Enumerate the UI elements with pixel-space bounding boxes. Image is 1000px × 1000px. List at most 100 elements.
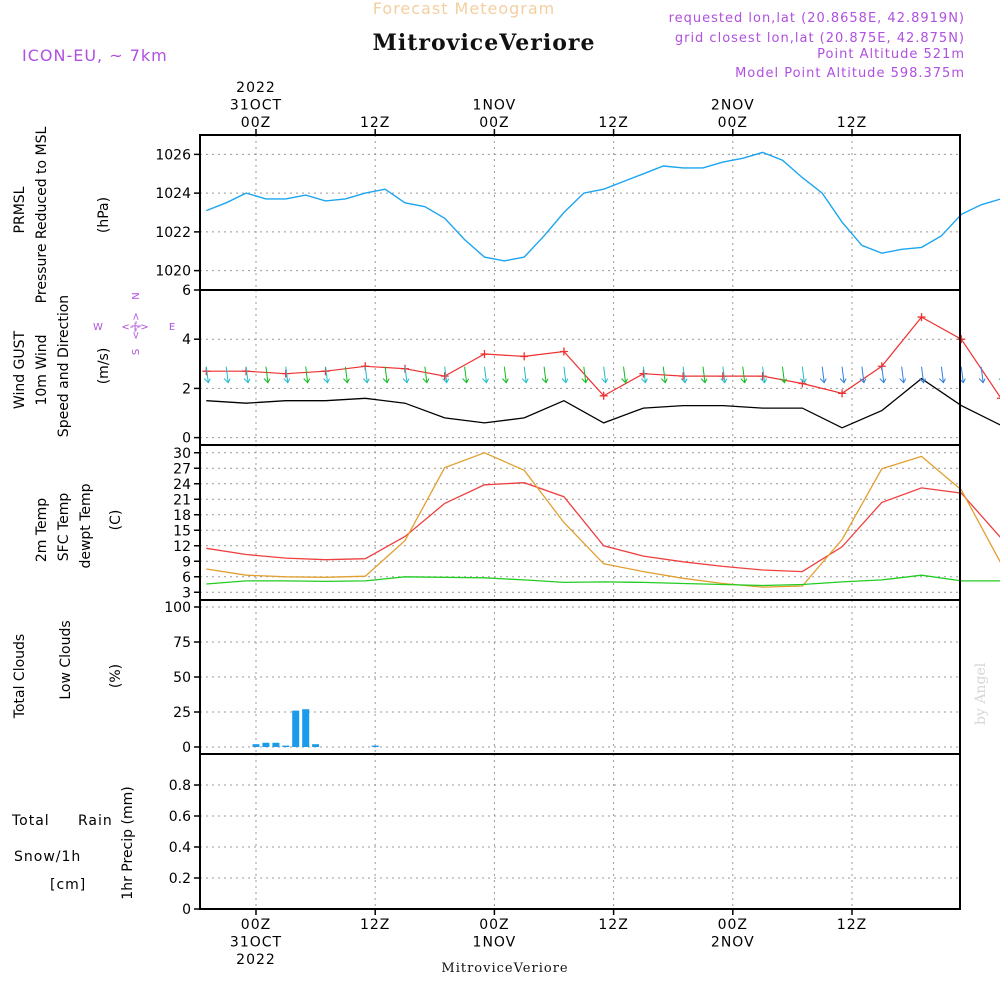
model-label: ICON-EU, ~ 7km (22, 46, 168, 65)
wind-direction-arrow (601, 366, 609, 384)
y-tick-label: 0 (182, 740, 191, 756)
precip-label-unit: 1hr Precip (mm) (120, 786, 136, 899)
x-tick-label-bottom: 12Z (360, 917, 390, 933)
wind-direction-arrow (899, 366, 907, 384)
y-tick-label: 0 (182, 431, 191, 447)
requested-coords: requested lon,lat (20.8658E, 42.8919N) (669, 11, 965, 26)
gust-point-marker (639, 369, 648, 378)
total-cloud-bar (252, 744, 260, 747)
station-name: MitroviceVeriore (373, 30, 596, 56)
total-cloud-bar (262, 742, 270, 747)
y-tick-label: 9 (182, 554, 191, 570)
wind-direction-arrow (859, 366, 867, 384)
y-tick-label: 0.2 (169, 871, 191, 887)
x-tick-label-bottom: 00Z (479, 917, 509, 933)
gust-point-marker (281, 369, 290, 378)
x-tick-label-top: 12Z (837, 115, 867, 131)
gust-point-marker (679, 372, 688, 381)
y-tick-label: 0.8 (169, 778, 191, 794)
model-altitude: Model Point Altitude 598.375m (735, 66, 965, 81)
pressure-series-line (206, 151, 1000, 262)
wind-direction-arrow (203, 366, 211, 384)
closest-coords: grid closest lon,lat (20.875E, 42.875N) (675, 31, 965, 46)
y-tick-label: 12 (173, 539, 191, 555)
wind-direction-arrow (303, 366, 311, 384)
wind-direction-arrow (541, 366, 549, 384)
credit-watermark: by Angel (973, 662, 989, 725)
wind-direction-arrow (978, 366, 986, 384)
wind-direction-arrow (442, 366, 450, 384)
clouds-label-total: Total Clouds (12, 634, 28, 719)
wind-direction-arrow (243, 366, 251, 384)
y-tick-label: 6 (182, 283, 191, 299)
compass-e: E (169, 322, 175, 333)
x-tick-label-bottom: 2022 (236, 952, 276, 968)
y-tick-label: 50 (173, 670, 191, 686)
pressure-label-unit: (hPa) (96, 197, 112, 233)
compass-s: S (131, 349, 142, 355)
plot-layer: 1020102210241026024636912151821242730025… (155, 80, 1000, 968)
wind-direction-arrow (581, 366, 589, 384)
wind-direction-arrow (799, 366, 807, 384)
x-tick-label-bottom: 1NOV (473, 935, 517, 951)
wind-direction-arrow (521, 366, 529, 384)
wind-direction-arrow (263, 366, 271, 384)
y-tick-label: 0.4 (169, 840, 191, 856)
wind-direction-arrow (939, 366, 946, 384)
x-tick-label-top: 00Z (241, 115, 271, 131)
x-tick-label-bottom: 12Z (837, 917, 867, 933)
wind-direction-arrow (402, 366, 410, 384)
wind-direction-arrow (700, 366, 708, 384)
wind-direction-arrow (482, 366, 489, 384)
panel-frame (199, 289, 961, 446)
x-tick-label-top: 2NOV (711, 98, 755, 114)
wind-direction-arrow (382, 366, 390, 384)
wind-label-dir: Speed and Direction (56, 295, 72, 437)
point-altitude: Point Altitude 521m (817, 47, 965, 62)
gust-series-line (206, 316, 1000, 398)
wind-direction-arrow (323, 366, 330, 384)
compass-arrows-v: <-|-> (131, 312, 142, 339)
wind-direction-arrow (819, 366, 827, 384)
wind-direction-arrow (879, 366, 887, 384)
wind-direction-arrow (283, 366, 291, 384)
precip-label-cm: [cm] (50, 877, 86, 893)
total-cloud-bar (312, 744, 320, 747)
y-tick-label: 30 (173, 446, 191, 462)
y-tick-label: 1026 (155, 147, 191, 163)
wind-direction-arrow (462, 366, 470, 384)
panel-frame (199, 753, 961, 910)
y-tick-label: 4 (182, 332, 191, 348)
wind10m-series-line (206, 377, 1000, 429)
precip-label-total: Total (11, 813, 50, 829)
temp-label-2m: 2m Temp (34, 498, 50, 562)
clouds-label-low: Low Clouds (58, 620, 74, 699)
y-tick-label: 0 (182, 902, 191, 918)
panel-frame (199, 134, 961, 291)
x-tick-label-bottom: 00Z (241, 917, 271, 933)
wind-direction-arrow (422, 366, 430, 384)
wind-label-gust: Wind GUST (12, 330, 28, 409)
y-tick-label: 1024 (155, 186, 191, 202)
x-tick-label-bottom: 00Z (718, 917, 748, 933)
chart-title: Forecast Meteogram (373, 0, 555, 18)
wind-direction-arrow (680, 366, 688, 384)
wind-direction-arrow (919, 366, 926, 384)
x-tick-label-top: 31OCT (230, 98, 282, 114)
y-tick-label: 6 (182, 570, 191, 586)
wind-label-10m: 10m Wind (34, 334, 50, 405)
compass-n: N (131, 292, 142, 299)
y-tick-label: 1020 (155, 264, 191, 280)
y-tick-label: 100 (164, 600, 191, 616)
wind-direction-arrow (343, 366, 350, 384)
x-tick-label-bottom: 31OCT (230, 935, 282, 951)
wind-direction-arrow (501, 366, 509, 384)
total-cloud-bar (282, 745, 290, 747)
x-tick-label-top: 12Z (598, 115, 628, 131)
x-tick-label-top: 1NOV (473, 98, 517, 114)
wind-direction-legend: N S W E <-|-> <-|-> (93, 292, 175, 355)
y-tick-label: 25 (173, 705, 191, 721)
y-tick-label: 21 (173, 492, 191, 508)
x-tick-label-top: 12Z (360, 115, 390, 131)
y-tick-label: 18 (173, 508, 191, 524)
